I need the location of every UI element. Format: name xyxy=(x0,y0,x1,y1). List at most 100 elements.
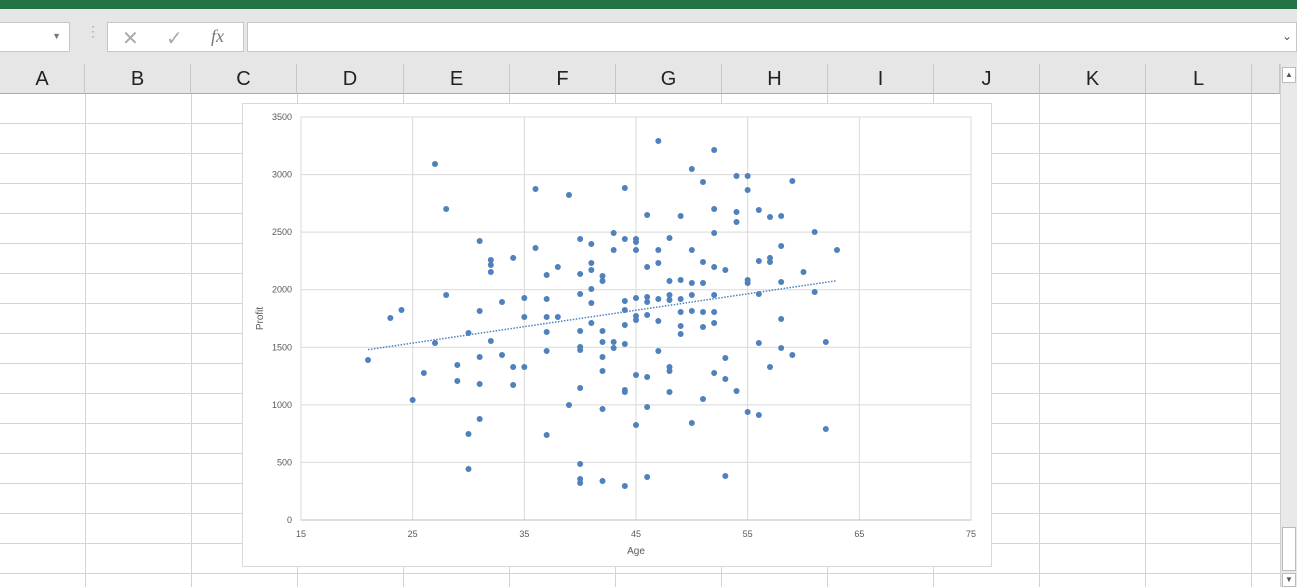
data-point[interactable] xyxy=(599,368,606,375)
data-point[interactable] xyxy=(733,172,740,179)
data-point[interactable] xyxy=(811,229,818,236)
cancel-icon[interactable]: ✕ xyxy=(122,28,139,50)
data-point[interactable] xyxy=(755,207,762,214)
data-point[interactable] xyxy=(532,185,539,192)
data-point[interactable] xyxy=(711,147,718,154)
data-point[interactable] xyxy=(744,187,751,194)
data-point[interactable] xyxy=(409,397,416,404)
data-point[interactable] xyxy=(700,179,706,186)
data-point[interactable] xyxy=(822,338,829,345)
column-header-g[interactable]: G xyxy=(616,64,722,94)
data-point[interactable] xyxy=(655,137,662,144)
data-point[interactable] xyxy=(532,245,539,252)
data-point[interactable] xyxy=(588,299,595,306)
data-point[interactable] xyxy=(700,309,706,316)
data-point[interactable] xyxy=(476,238,483,245)
data-point[interactable] xyxy=(711,369,718,376)
data-point[interactable] xyxy=(476,353,483,360)
data-point[interactable] xyxy=(588,319,595,326)
data-point[interactable] xyxy=(621,306,628,313)
data-point[interactable] xyxy=(599,353,606,360)
data-point[interactable] xyxy=(644,373,651,380)
data-point[interactable] xyxy=(677,277,684,284)
data-point[interactable] xyxy=(387,315,394,322)
data-point[interactable] xyxy=(633,422,639,429)
data-point[interactable] xyxy=(599,477,606,484)
data-point[interactable] xyxy=(644,474,651,481)
data-point[interactable] xyxy=(677,296,684,303)
data-point[interactable] xyxy=(599,406,606,413)
data-point[interactable] xyxy=(543,271,550,278)
data-point[interactable] xyxy=(655,318,662,325)
data-point[interactable] xyxy=(577,461,584,468)
data-point[interactable] xyxy=(554,314,561,321)
data-point[interactable] xyxy=(543,314,550,321)
data-point[interactable] xyxy=(577,385,584,392)
data-point[interactable] xyxy=(621,388,628,395)
data-point[interactable] xyxy=(789,352,796,359)
data-point[interactable] xyxy=(454,362,461,369)
data-point[interactable] xyxy=(510,382,517,389)
data-point[interactable] xyxy=(666,277,673,284)
data-point[interactable] xyxy=(767,213,773,220)
data-point[interactable] xyxy=(700,258,706,265)
scroll-thumb[interactable] xyxy=(1282,527,1296,571)
data-point[interactable] xyxy=(722,473,729,480)
data-point[interactable] xyxy=(666,296,673,303)
data-point[interactable] xyxy=(476,381,483,388)
data-point[interactable] xyxy=(476,416,483,423)
data-point[interactable] xyxy=(454,378,461,385)
data-point[interactable] xyxy=(633,239,639,246)
data-point[interactable] xyxy=(633,316,639,323)
data-point[interactable] xyxy=(677,213,684,220)
data-point[interactable] xyxy=(621,297,628,304)
grip-icon[interactable]: ⋮ xyxy=(86,23,100,39)
formula-input[interactable]: ⌄ xyxy=(247,22,1297,52)
data-point[interactable] xyxy=(778,278,785,285)
data-point[interactable] xyxy=(755,290,762,297)
data-point[interactable] xyxy=(688,420,695,427)
data-point[interactable] xyxy=(700,324,706,331)
chevron-down-icon[interactable]: ▼ xyxy=(52,31,61,41)
data-point[interactable] xyxy=(711,292,718,299)
data-point[interactable] xyxy=(789,178,796,185)
data-point[interactable] xyxy=(778,344,785,351)
data-point[interactable] xyxy=(487,261,494,268)
data-point[interactable] xyxy=(744,280,751,287)
data-point[interactable] xyxy=(487,257,494,264)
data-point[interactable] xyxy=(733,388,740,395)
data-point[interactable] xyxy=(499,299,505,306)
data-point[interactable] xyxy=(644,299,651,306)
data-point[interactable] xyxy=(621,236,628,243)
data-point[interactable] xyxy=(621,340,628,347)
data-point[interactable] xyxy=(633,246,639,253)
data-point[interactable] xyxy=(644,404,651,411)
column-header-h[interactable]: H xyxy=(722,64,828,94)
data-point[interactable] xyxy=(688,246,695,253)
data-point[interactable] xyxy=(744,172,751,179)
data-point[interactable] xyxy=(666,388,673,395)
data-point[interactable] xyxy=(800,268,807,275)
column-header-i[interactable]: I xyxy=(828,64,934,94)
data-point[interactable] xyxy=(510,363,517,370)
data-point[interactable] xyxy=(499,352,505,359)
data-point[interactable] xyxy=(566,191,572,198)
column-header-partial[interactable] xyxy=(1252,64,1280,94)
data-point[interactable] xyxy=(755,340,762,347)
data-point[interactable] xyxy=(711,309,718,316)
data-point[interactable] xyxy=(688,166,695,173)
data-point[interactable] xyxy=(688,280,695,287)
data-point[interactable] xyxy=(633,372,639,379)
data-point[interactable] xyxy=(644,293,651,300)
data-point[interactable] xyxy=(688,308,695,315)
data-point[interactable] xyxy=(755,258,762,265)
column-header-d[interactable]: D xyxy=(297,64,404,94)
data-point[interactable] xyxy=(811,289,818,296)
data-point[interactable] xyxy=(610,229,617,236)
data-point[interactable] xyxy=(476,308,483,315)
data-point[interactable] xyxy=(733,219,740,226)
column-header-j[interactable]: J xyxy=(934,64,1040,94)
data-point[interactable] xyxy=(577,480,584,487)
column-header-l[interactable]: L xyxy=(1146,64,1252,94)
data-point[interactable] xyxy=(711,229,718,236)
